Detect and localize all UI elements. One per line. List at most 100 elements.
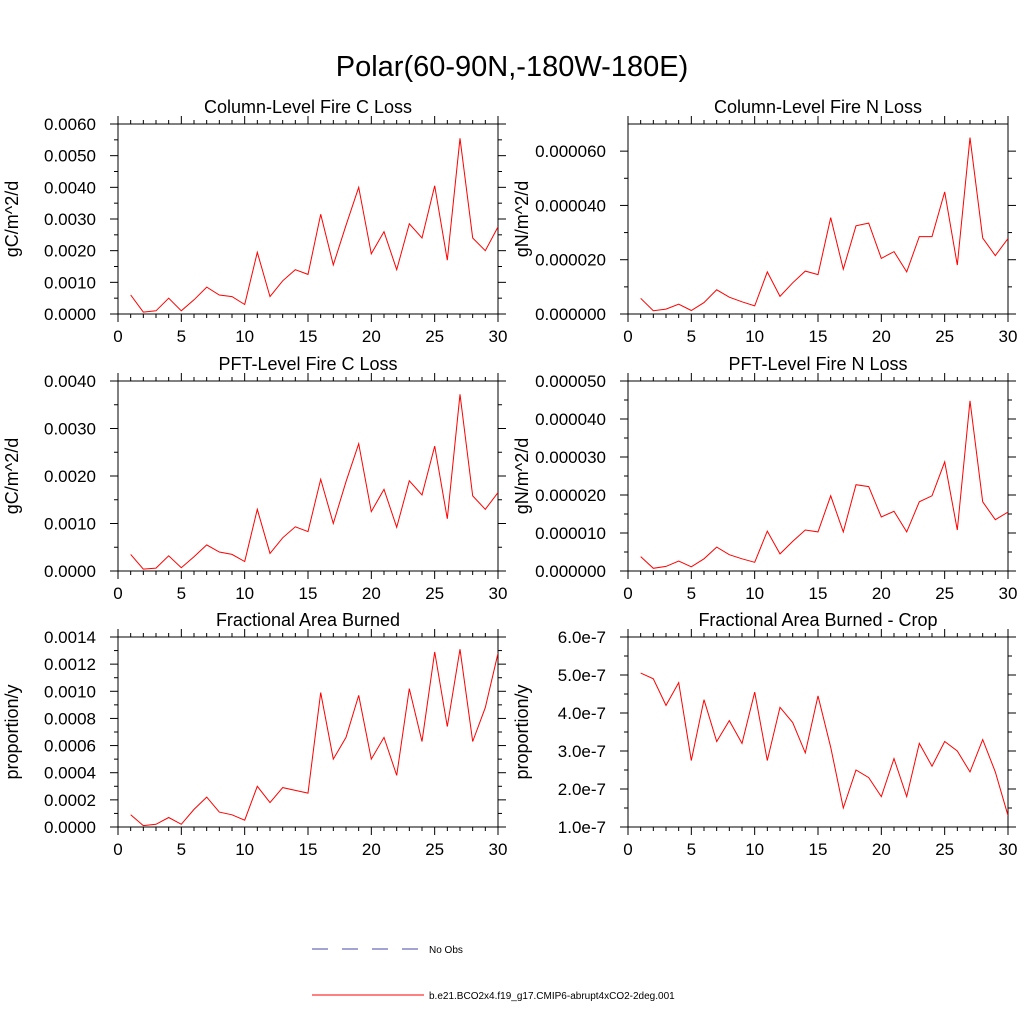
y-tick-label: 0.000060 xyxy=(535,142,606,161)
y-tick-label: 0.0004 xyxy=(44,764,96,783)
x-tick-label: 30 xyxy=(489,584,508,603)
x-tick-label: 5 xyxy=(687,584,696,603)
y-tick-label: 4.0e-7 xyxy=(558,704,606,723)
x-tick-label: 10 xyxy=(745,327,764,346)
figure-title: Polar(60-90N,-180W-180E) xyxy=(336,51,688,83)
y-tick-label: 2.0e-7 xyxy=(558,780,606,799)
panel-title: Column-Level Fire C Loss xyxy=(204,97,412,117)
x-tick-label: 0 xyxy=(113,584,122,603)
x-tick-label: 15 xyxy=(299,327,318,346)
chart-panel-5: Fractional Area Burned 0 5 10 15 20 25 30 0.0000… xyxy=(2,610,507,859)
legend: No Obs b.e21.BCO2x4.f19_g17.CMIP6-abrupt4… xyxy=(312,945,675,1002)
x-tick-label: 0 xyxy=(623,584,632,603)
panel-title: Column-Level Fire N Loss xyxy=(714,97,922,117)
chart-panel-2: Column-Level Fire N Loss 0 5 10 15 20 25 30 0.00… xyxy=(512,97,1017,346)
y-tick-label: 0.0020 xyxy=(44,242,96,261)
x-tick-label: 25 xyxy=(425,840,444,859)
y-tick-label: 0.0030 xyxy=(44,210,96,229)
y-tick-label: 3.0e-7 xyxy=(558,742,606,761)
y-tick-label: 0.0012 xyxy=(44,655,96,674)
chart-panel-4: PFT-Level Fire N Loss 0 5 10 15 20 25 30 0.00000… xyxy=(512,354,1017,603)
panel-title: Fractional Area Burned xyxy=(216,610,400,630)
y-tick-label: 0.0040 xyxy=(44,372,96,391)
y-tick-label: 0.000010 xyxy=(535,524,606,543)
x-tick-label: 0 xyxy=(623,327,632,346)
x-tick-label: 0 xyxy=(623,840,632,859)
x-tick-label: 20 xyxy=(362,584,381,603)
x-tick-label: 20 xyxy=(362,840,381,859)
x-tick-label: 10 xyxy=(235,584,254,603)
x-tick-label: 20 xyxy=(872,327,891,346)
y-tick-label: 0.0040 xyxy=(44,178,96,197)
y-tick-label: 0.0010 xyxy=(44,273,96,292)
series-line-1 xyxy=(130,649,498,827)
y-tick-label: 0.0000 xyxy=(44,562,96,581)
y-tick-label: 0.0050 xyxy=(44,147,96,166)
x-tick-label: 10 xyxy=(235,840,254,859)
y-axis-label: proportion/y xyxy=(512,684,532,779)
x-tick-label: 25 xyxy=(425,584,444,603)
y-tick-label: 0.0000 xyxy=(44,305,96,324)
series-line-1 xyxy=(640,400,1008,569)
panel-grid: Column-Level Fire C Loss 0 5 10 15 20 25 30 0.00… xyxy=(2,97,1017,859)
series-line-1 xyxy=(130,138,498,313)
series-line-1 xyxy=(640,672,1008,816)
x-tick-label: 10 xyxy=(745,840,764,859)
x-tick-label: 15 xyxy=(809,840,828,859)
x-tick-label: 25 xyxy=(425,327,444,346)
x-tick-label: 30 xyxy=(489,327,508,346)
y-axis-label: gC/m^2/d xyxy=(2,438,22,514)
x-tick-label: 25 xyxy=(935,327,954,346)
x-tick-label: 15 xyxy=(299,584,318,603)
x-tick-label: 25 xyxy=(935,584,954,603)
chart-panel-1: Column-Level Fire C Loss 0 5 10 15 20 25 30 0.00… xyxy=(2,97,507,346)
x-tick-label: 5 xyxy=(177,584,186,603)
y-tick-label: 0.000050 xyxy=(535,372,606,391)
y-tick-label: 1.0e-7 xyxy=(558,818,606,837)
y-tick-label: 0.000040 xyxy=(535,196,606,215)
y-tick-label: 0.000030 xyxy=(535,448,606,467)
x-tick-label: 5 xyxy=(177,327,186,346)
y-tick-label: 0.000020 xyxy=(535,486,606,505)
x-tick-label: 20 xyxy=(362,327,381,346)
x-tick-label: 20 xyxy=(872,840,891,859)
x-tick-label: 10 xyxy=(745,584,764,603)
y-tick-label: 6.0e-7 xyxy=(558,628,606,647)
legend-label: No Obs xyxy=(429,945,463,956)
y-tick-label: 0.000040 xyxy=(535,410,606,429)
series-line-1 xyxy=(130,394,498,570)
x-tick-label: 15 xyxy=(809,327,828,346)
x-tick-label: 5 xyxy=(687,327,696,346)
chart-panel-3: PFT-Level Fire C Loss 0 5 10 15 20 25 30 0.0000 0… xyxy=(2,354,507,603)
panel-title: PFT-Level Fire N Loss xyxy=(728,354,907,374)
x-tick-label: 30 xyxy=(999,584,1018,603)
panel-title: Fractional Area Burned - Crop xyxy=(698,610,937,630)
x-tick-label: 20 xyxy=(872,584,891,603)
x-tick-label: 0 xyxy=(113,327,122,346)
y-tick-label: 0.0008 xyxy=(44,709,96,728)
y-tick-label: 0.0030 xyxy=(44,420,96,439)
y-axis-label: proportion/y xyxy=(2,684,22,779)
y-tick-label: 5.0e-7 xyxy=(558,666,606,685)
x-tick-label: 30 xyxy=(489,840,508,859)
x-tick-label: 30 xyxy=(999,327,1018,346)
x-tick-label: 10 xyxy=(235,327,254,346)
panel-title: PFT-Level Fire C Loss xyxy=(218,354,397,374)
x-tick-label: 0 xyxy=(113,840,122,859)
y-tick-label: 0.0010 xyxy=(44,682,96,701)
y-tick-label: 0.000000 xyxy=(535,562,606,581)
y-axis-label: gC/m^2/d xyxy=(2,181,22,257)
legend-label: b.e21.BCO2x4.f19_g17.CMIP6-abrupt4xCO2-2… xyxy=(429,991,675,1002)
y-tick-label: 0.0000 xyxy=(44,818,96,837)
y-tick-label: 0.000000 xyxy=(535,305,606,324)
y-tick-label: 0.0010 xyxy=(44,515,96,534)
y-axis-label: gN/m^2/d xyxy=(512,181,532,257)
y-axis-label: gN/m^2/d xyxy=(512,438,532,514)
y-tick-label: 0.0002 xyxy=(44,791,96,810)
x-tick-label: 5 xyxy=(687,840,696,859)
series-line-1 xyxy=(640,137,1008,312)
x-tick-label: 15 xyxy=(809,584,828,603)
chart-panel-6: Fractional Area Burned - Crop 0 5 10 15 20 25 3… xyxy=(512,610,1017,859)
